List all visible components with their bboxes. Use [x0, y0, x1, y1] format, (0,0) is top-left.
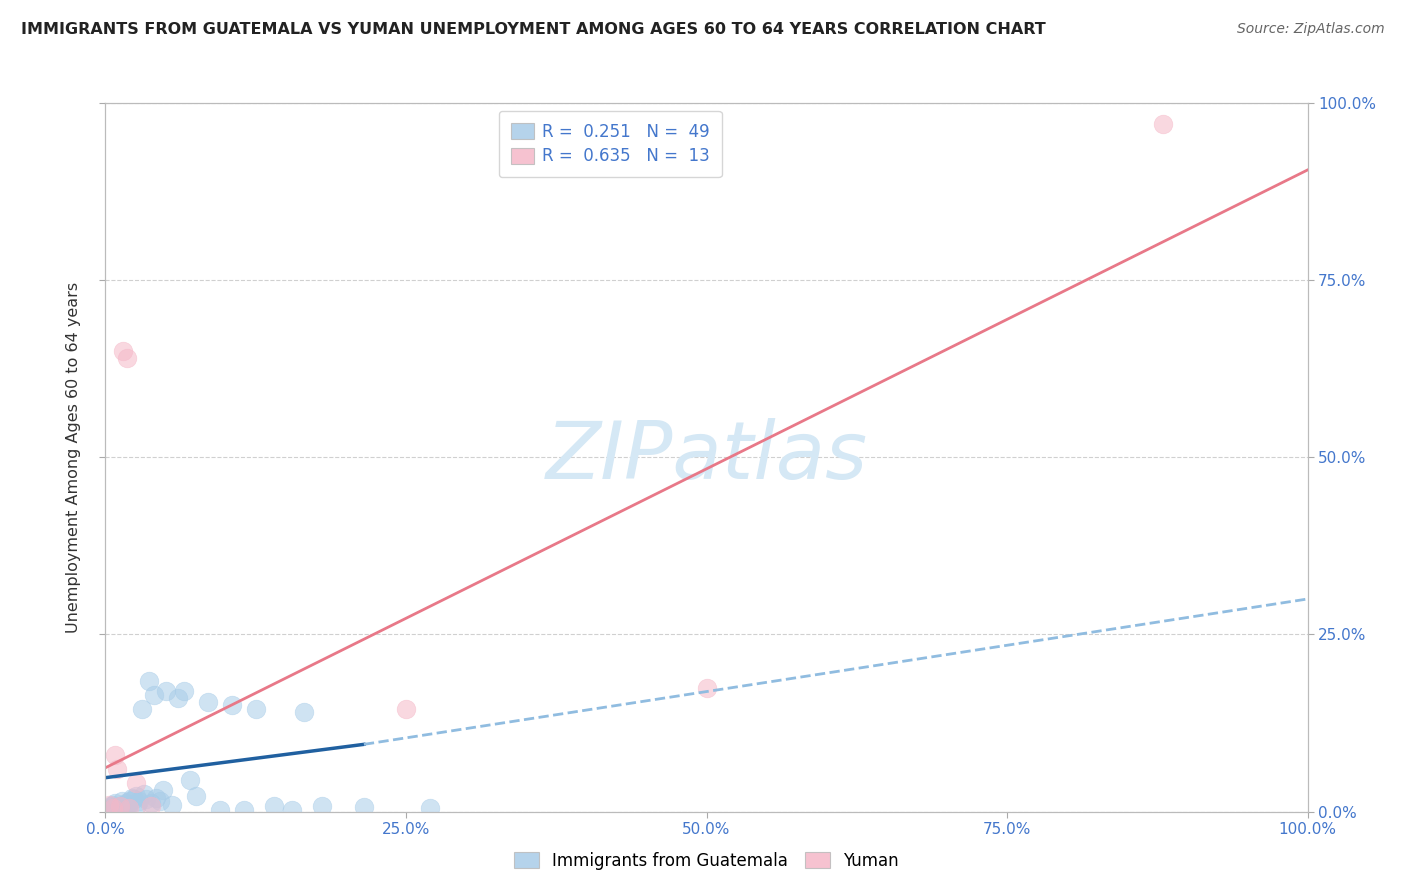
Text: IMMIGRANTS FROM GUATEMALA VS YUMAN UNEMPLOYMENT AMONG AGES 60 TO 64 YEARS CORREL: IMMIGRANTS FROM GUATEMALA VS YUMAN UNEMP…	[21, 22, 1046, 37]
Point	[142, 688, 165, 702]
Point	[98, 801, 121, 815]
Point	[104, 747, 127, 762]
Point	[98, 797, 121, 812]
Point	[114, 803, 136, 817]
Point	[395, 702, 418, 716]
Point	[148, 794, 170, 808]
Point	[98, 799, 121, 814]
Point	[179, 772, 201, 787]
Point	[103, 800, 125, 814]
Point	[232, 803, 254, 817]
Point	[107, 803, 129, 817]
Y-axis label: Unemployment Among Ages 60 to 64 years: Unemployment Among Ages 60 to 64 years	[66, 282, 82, 632]
Point	[111, 794, 134, 808]
Legend: Immigrants from Guatemala, Yuman: Immigrants from Guatemala, Yuman	[506, 843, 907, 878]
Point	[152, 783, 174, 797]
Point	[117, 800, 139, 814]
Point	[124, 776, 146, 790]
Point	[139, 796, 162, 810]
Point	[263, 799, 285, 814]
Point	[197, 695, 219, 709]
Point	[184, 789, 207, 804]
Point	[281, 803, 304, 817]
Point	[107, 762, 129, 776]
Point	[118, 801, 141, 815]
Point	[173, 684, 195, 698]
Text: ZIPatlas: ZIPatlas	[546, 418, 868, 496]
Point	[138, 673, 160, 688]
Point	[101, 797, 124, 812]
Point	[221, 698, 243, 713]
Point	[115, 351, 138, 365]
Point	[139, 799, 162, 814]
Point	[128, 794, 150, 808]
Point	[160, 797, 183, 812]
Point	[110, 799, 132, 814]
Point	[118, 794, 141, 808]
Point	[311, 799, 333, 814]
Point	[124, 789, 146, 804]
Text: Source: ZipAtlas.com: Source: ZipAtlas.com	[1237, 22, 1385, 37]
Point	[166, 691, 188, 706]
Point	[145, 790, 167, 805]
Point	[125, 797, 148, 812]
Point	[1152, 117, 1174, 131]
Point	[108, 801, 131, 815]
Point	[135, 792, 157, 806]
Point	[292, 706, 315, 720]
Point	[105, 802, 128, 816]
Point	[112, 797, 135, 812]
Point	[107, 799, 129, 814]
Point	[155, 684, 177, 698]
Point	[100, 803, 122, 817]
Point	[208, 803, 231, 817]
Point	[124, 792, 146, 806]
Point	[101, 801, 124, 815]
Point	[245, 702, 267, 716]
Point	[115, 796, 138, 810]
Point	[132, 787, 155, 801]
Point	[131, 702, 153, 716]
Point	[353, 799, 375, 814]
Point	[112, 343, 135, 358]
Point	[419, 801, 441, 815]
Point	[108, 799, 131, 814]
Point	[104, 796, 127, 810]
Point	[115, 799, 138, 814]
Point	[121, 790, 143, 805]
Point	[696, 681, 718, 695]
